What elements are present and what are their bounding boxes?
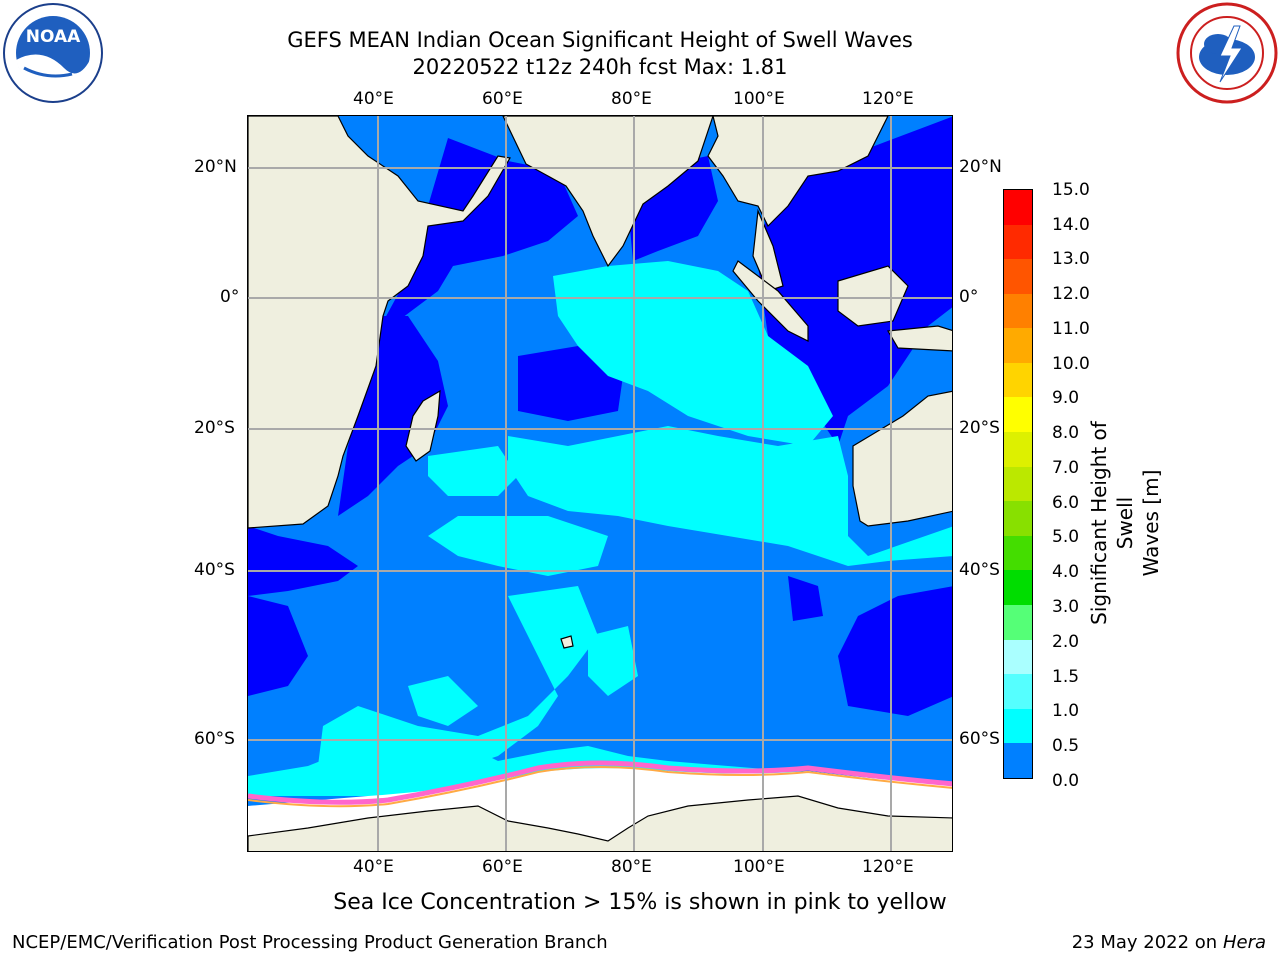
chart-subtitle: 20220522 t12z 240h fcst Max: 1.81	[412, 55, 788, 79]
lat-label-right-40s: 40°S	[959, 560, 1000, 580]
swell-height-map	[248, 116, 952, 851]
colorbar-title-line2: Waves [m]	[1139, 469, 1163, 577]
colorbar-tick: 8.0	[1052, 423, 1080, 443]
lon-label-top-100e: 100°E	[733, 89, 785, 109]
lat-label-left-0: 0°	[220, 287, 240, 307]
colorbar-tick: 10.0	[1052, 354, 1090, 374]
colorbar-segment	[1004, 743, 1032, 778]
lat-label-right-0: 0°	[959, 287, 979, 307]
colorbar-segment	[1004, 466, 1032, 502]
lat-label-right-20s: 20°S	[959, 418, 1000, 438]
colorbar-title: Significant Height of Swell Waves [m]	[1086, 398, 1164, 648]
colorbar-title-line1: Significant Height of Swell	[1087, 421, 1137, 625]
colorbar-tick: 1.5	[1052, 667, 1080, 687]
lon-label-bottom-120e: 120°E	[862, 857, 914, 877]
colorbar-segment	[1004, 570, 1032, 605]
lat-label-left-20s: 20°S	[194, 418, 235, 438]
lon-label-top-80e: 80°E	[611, 89, 652, 109]
lon-label-top-40e: 40°E	[353, 89, 394, 109]
footer-date: 23 May 2022 on Hera	[1072, 932, 1266, 953]
colorbar-tick: 4.0	[1052, 562, 1080, 582]
graticule	[248, 116, 952, 851]
colorbar-tick: 3.0	[1052, 597, 1080, 617]
colorbar-tick: 0.0	[1052, 771, 1080, 791]
lat-label-left-40s: 40°S	[194, 560, 235, 580]
lon-label-top-60e: 60°E	[482, 89, 523, 109]
colorbar-tick: 14.0	[1052, 215, 1090, 235]
colorbar-segment	[1004, 190, 1032, 225]
lon-label-bottom-100e: 100°E	[733, 857, 785, 877]
lat-label-right-20n: 20°N	[959, 157, 1002, 177]
lat-label-left-60s: 60°S	[194, 729, 235, 749]
lat-label-right-60s: 60°S	[959, 729, 1000, 749]
colorbar-segment	[1004, 362, 1032, 398]
lat-label-left-20n: 20°N	[194, 157, 237, 177]
colorbar	[1003, 189, 1033, 779]
colorbar-tick: 11.0	[1052, 319, 1090, 339]
colorbar-tick: 5.0	[1052, 527, 1080, 547]
colorbar-tick: 9.0	[1052, 388, 1080, 408]
colorbar-segment	[1004, 708, 1032, 744]
colorbar-segment	[1004, 639, 1032, 675]
colorbar-segment	[1004, 293, 1032, 329]
colorbar-tick: 15.0	[1052, 180, 1090, 200]
colorbar-segment	[1004, 224, 1032, 260]
footer-date-text: 23 May 2022 on	[1071, 932, 1218, 953]
colorbar-tick: 12.0	[1052, 284, 1090, 304]
colorbar-tick: 13.0	[1052, 249, 1090, 269]
lon-label-bottom-80e: 80°E	[611, 857, 652, 877]
colorbar-segment	[1004, 328, 1032, 363]
colorbar-tick: 6.0	[1052, 493, 1080, 513]
sea-ice-caption: Sea Ice Concentration > 15% is shown in …	[333, 890, 947, 915]
colorbar-segment	[1004, 535, 1032, 571]
colorbar-segment	[1004, 501, 1032, 536]
colorbar-tick: 1.0	[1052, 701, 1080, 721]
footer-host: Hera	[1222, 932, 1266, 953]
colorbar-segment	[1004, 604, 1032, 640]
lon-label-bottom-60e: 60°E	[482, 857, 523, 877]
colorbar-segment	[1004, 432, 1032, 467]
lon-label-top-120e: 120°E	[862, 89, 914, 109]
colorbar-tick: 7.0	[1052, 458, 1080, 478]
footer-credit: NCEP/EMC/Verification Post Processing Pr…	[12, 932, 608, 953]
noaa-logo: NOAA	[2, 2, 104, 104]
colorbar-tick: 2.0	[1052, 632, 1080, 652]
colorbar-segment	[1004, 259, 1032, 294]
lon-label-bottom-40e: 40°E	[353, 857, 394, 877]
svg-text:NOAA: NOAA	[26, 27, 81, 47]
colorbar-segment	[1004, 674, 1032, 709]
map-panel	[247, 115, 953, 852]
colorbar-tick: 0.5	[1052, 736, 1080, 756]
nws-logo	[1176, 2, 1278, 104]
chart-title: GEFS MEAN Indian Ocean Significant Heigh…	[287, 28, 913, 52]
colorbar-segment	[1004, 397, 1032, 433]
